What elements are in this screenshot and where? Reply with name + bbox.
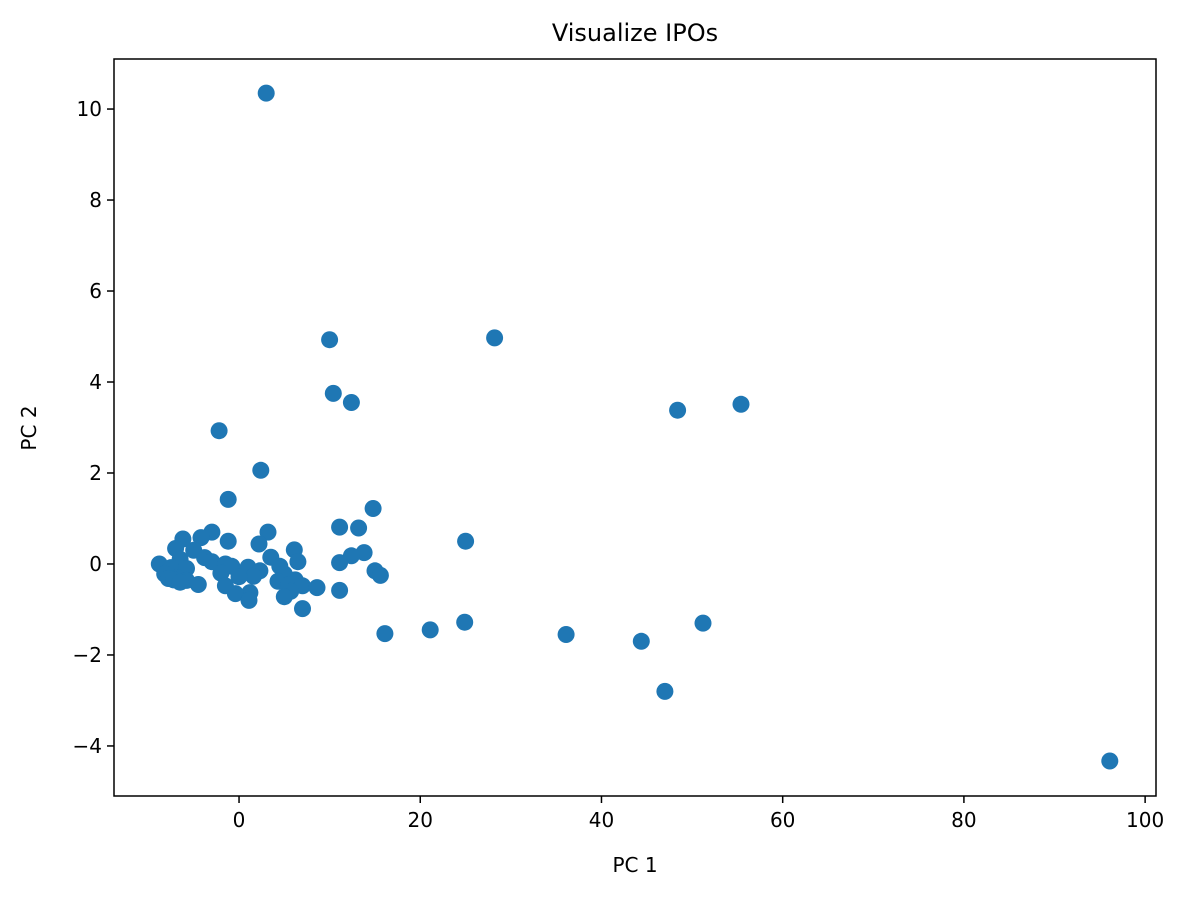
scatter-point-43	[371, 566, 389, 584]
x-tick-label: 80	[951, 808, 976, 832]
scatter-point-59	[331, 581, 349, 599]
y-tick-label: −4	[73, 734, 102, 758]
scatter-point-24	[355, 544, 373, 562]
scatter-point-68	[421, 621, 439, 639]
scatter-point-16	[192, 529, 210, 547]
scatter-point-7	[732, 395, 750, 413]
x-tick-label: 40	[589, 808, 614, 832]
y-tick-label: 6	[89, 279, 102, 303]
scatter-point-71	[632, 632, 650, 650]
scatter-point-54	[189, 576, 207, 593]
scatter-point-72	[656, 682, 674, 700]
scatter-point-12	[331, 518, 349, 536]
y-tick-label: 0	[89, 552, 102, 576]
scatter-point-65	[294, 600, 311, 618]
scatter-point-58	[308, 579, 326, 597]
scatter-point-11	[364, 500, 382, 517]
scatter-point-64	[240, 591, 258, 609]
x-axis-label: PC 1	[612, 853, 657, 877]
scatter-point-69	[376, 625, 394, 643]
scatter-point-10	[219, 490, 237, 508]
x-axis-ticks: 0 20 40 60 80 100	[233, 796, 1164, 832]
points-layer	[150, 84, 1119, 770]
scatter-point-53	[171, 573, 189, 591]
y-tick-label: 10	[77, 97, 102, 121]
scatter-point-32	[203, 553, 221, 571]
scatter-point-62	[226, 585, 244, 603]
scatter-point-29	[289, 553, 307, 571]
y-tick-label: 8	[89, 188, 102, 212]
scatter-point-46	[230, 568, 248, 586]
scatter-point-13	[350, 519, 368, 537]
x-tick-label: 60	[770, 808, 795, 832]
scatter-point-63	[275, 588, 293, 606]
y-tick-label: 4	[89, 370, 102, 394]
scatter-point-5	[342, 394, 360, 411]
scatter-point-4	[324, 384, 342, 402]
scatter-point-73	[1101, 752, 1119, 770]
x-tick-label: 0	[233, 808, 246, 832]
y-axis-label: PC 2	[17, 405, 41, 450]
scatter-point-70	[557, 626, 575, 643]
y-axis-ticks: −4 −2 0 2 4 6 8 10	[73, 97, 114, 758]
scatter-point-19	[457, 532, 475, 550]
scatter-point-18	[219, 532, 237, 550]
scatter-point-6	[669, 401, 687, 419]
scatter-point-67	[694, 614, 712, 632]
y-tick-label: 2	[89, 461, 102, 485]
scatter-point-30	[331, 554, 349, 572]
scatter-point-45	[245, 567, 262, 585]
chart-title: Visualize IPOs	[552, 19, 718, 47]
y-tick-label: −2	[73, 643, 102, 667]
x-tick-label: 20	[408, 808, 433, 832]
scatter-point-3	[486, 329, 504, 347]
scatter-point-2	[321, 331, 339, 349]
scatter-point-20	[250, 535, 268, 553]
scatter-point-9	[252, 461, 270, 479]
x-tick-label: 100	[1126, 808, 1164, 832]
scatter-point-8	[210, 422, 228, 440]
scatter-point-1	[257, 84, 275, 102]
plot-frame	[113, 58, 1157, 797]
scatter-point-66	[456, 613, 474, 631]
scatter-point-14	[259, 523, 277, 541]
